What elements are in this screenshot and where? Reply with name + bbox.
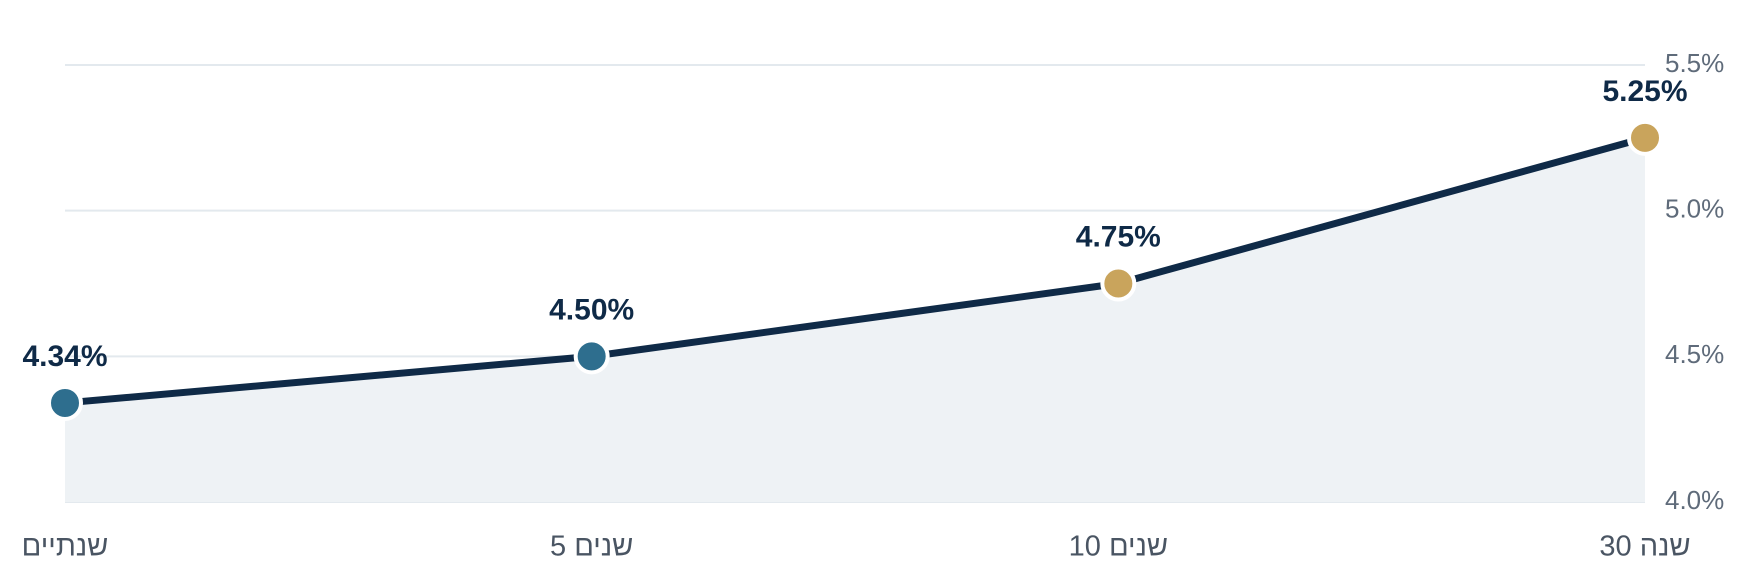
line xyxy=(64,134,1646,407)
value-label: 4.34% xyxy=(22,340,107,373)
x-tick-label: 10 שנים xyxy=(1069,531,1168,563)
point xyxy=(1100,265,1137,302)
value-label: 4.50% xyxy=(549,293,634,326)
y-tick-label: 5.5% xyxy=(1665,48,1724,78)
y-tick-label: 4.5% xyxy=(1665,339,1724,369)
point xyxy=(1627,119,1663,156)
x-tick-label: שנתיים xyxy=(22,531,109,563)
point xyxy=(573,338,610,375)
y-tick-label: 5.0% xyxy=(1665,194,1724,224)
x-tick-label: 30 שנה xyxy=(1599,531,1690,563)
point xyxy=(47,384,83,421)
y-tick-label: 4.0% xyxy=(1665,485,1724,515)
x-tick-label: 5 שנים xyxy=(550,531,633,563)
value-label: 4.75% xyxy=(1076,220,1161,253)
value-label: 5.25% xyxy=(1602,75,1687,108)
